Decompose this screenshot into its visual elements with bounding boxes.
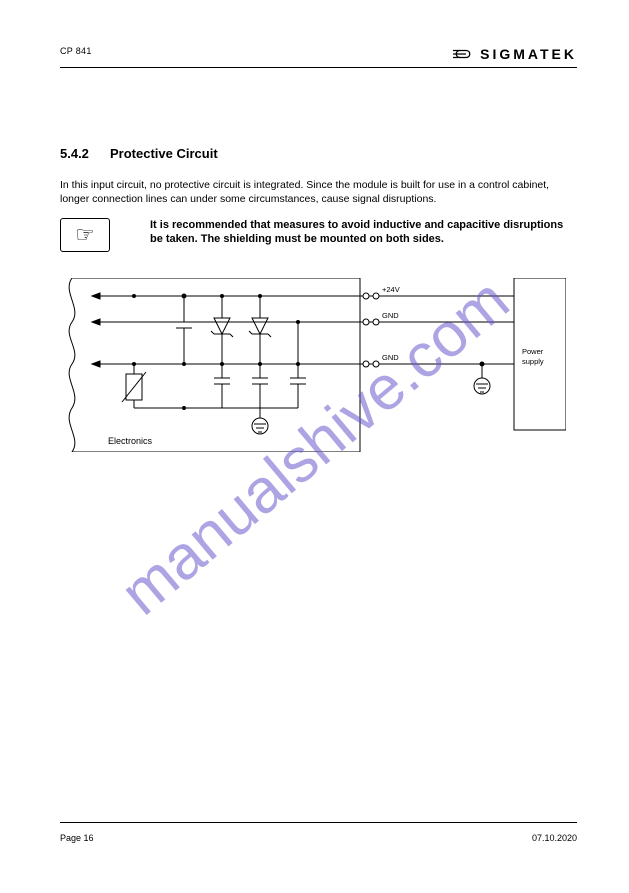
footer-rule [60,822,577,823]
section-title: Protective Circuit [110,146,218,161]
section-number: 5.4.2 [60,146,89,161]
header-product: CP 841 [60,46,92,56]
circuit-diagram: Electronics Power supply +24V GND GND [64,278,566,452]
brand-icon [452,47,474,61]
label-pin-gnd1: GND [382,311,399,320]
paragraph-1: In this input circuit, no protective cir… [60,178,577,206]
footer-date: 07.10.2020 [532,833,577,843]
label-power-supply: Power supply [522,347,545,366]
label-pin-gnd2: GND [382,353,399,362]
brand-logo: SIGMATEK [452,46,577,62]
label-pin-24v: +24V [382,285,400,294]
brand-text: SIGMATEK [480,46,577,62]
pointing-hand-icon: ☞ [60,218,110,252]
footer-page: Page 16 [60,833,94,843]
note-text: It is recommended that measures to avoid… [150,218,569,247]
label-electronics: Electronics [108,436,153,446]
